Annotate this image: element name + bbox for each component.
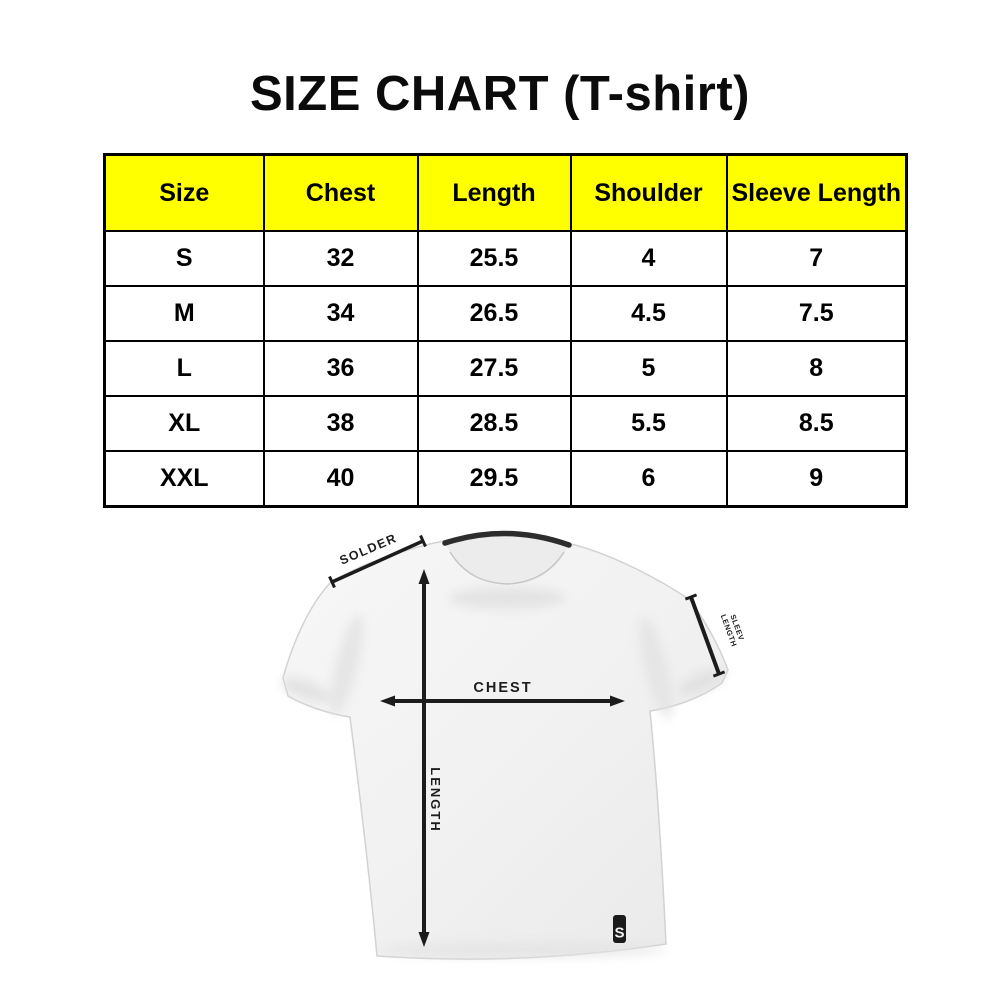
cell-length: 26.5 [416, 285, 572, 342]
header-shoulder: Shoulder [569, 153, 728, 232]
collar [442, 530, 572, 548]
cell-shoulder: 4.5 [569, 285, 728, 342]
cell-sleeve-length: 8 [725, 340, 908, 397]
chest-arrow [380, 695, 625, 707]
tshirt-measurement-diagram: LENGTH CHEST SOLDER SLEEV LENGTH S [250, 500, 770, 1000]
cell-size: M [103, 285, 265, 342]
header-length: Length [416, 153, 572, 232]
cell-size: L [103, 340, 265, 397]
cell-sleeve-length: 9 [725, 450, 908, 508]
page-title: SIZE CHART (T-shirt) [250, 67, 750, 121]
cell-chest: 40 [262, 450, 419, 508]
brand-tag-letter: S [614, 924, 624, 941]
cell-size: XXL [103, 450, 265, 508]
cell-length: 25.5 [416, 230, 572, 287]
table-row: L 36 27.5 5 8 [103, 340, 908, 397]
chest-label: CHEST [473, 680, 532, 696]
length-label: LENGTH [428, 767, 443, 832]
tshirt-diagram-svg: LENGTH CHEST SOLDER SLEEV LENGTH S [281, 530, 746, 960]
cell-size: S [103, 230, 265, 287]
cell-length: 29.5 [416, 450, 572, 508]
cell-chest: 36 [262, 340, 419, 397]
cell-chest: 38 [262, 395, 419, 452]
table-row: S 32 25.5 4 7 [103, 230, 908, 287]
table-row: M 34 26.5 4.5 7.5 [103, 285, 908, 342]
cell-length: 27.5 [416, 340, 572, 397]
cell-sleeve-length: 7 [725, 230, 908, 287]
shoulder-dimension-line [328, 534, 427, 589]
size-chart-header-row: Size Chest Length Shoulder Sleeve Length [103, 153, 908, 232]
cell-sleeve-length: 7.5 [725, 285, 908, 342]
table-row: XL 38 28.5 5.5 8.5 [103, 395, 908, 452]
cell-shoulder: 5 [569, 340, 728, 397]
table-row: XXL 40 29.5 6 9 [103, 450, 908, 508]
cell-chest: 32 [262, 230, 419, 287]
size-chart-table: Size Chest Length Shoulder Sleeve Length… [103, 153, 908, 508]
cell-length: 28.5 [416, 395, 572, 452]
header-chest: Chest [262, 153, 419, 232]
length-arrow [418, 569, 430, 947]
cell-size: XL [103, 395, 265, 452]
cell-shoulder: 6 [569, 450, 728, 508]
neck-opening [446, 535, 568, 585]
header-size: Size [103, 153, 265, 232]
sleeve-dimension-line [684, 593, 726, 678]
brand-tag: S [613, 915, 626, 943]
neck-opening-edge [449, 551, 565, 585]
sleeve-length-label: SLEEV LENGTH [719, 613, 746, 648]
shirt-shading [281, 587, 727, 957]
cell-shoulder: 4 [569, 230, 728, 287]
header-sleeve-length: Sleeve Length [725, 153, 908, 232]
cell-shoulder: 5.5 [569, 395, 728, 452]
cell-chest: 34 [262, 285, 419, 342]
cell-sleeve-length: 8.5 [725, 395, 908, 452]
